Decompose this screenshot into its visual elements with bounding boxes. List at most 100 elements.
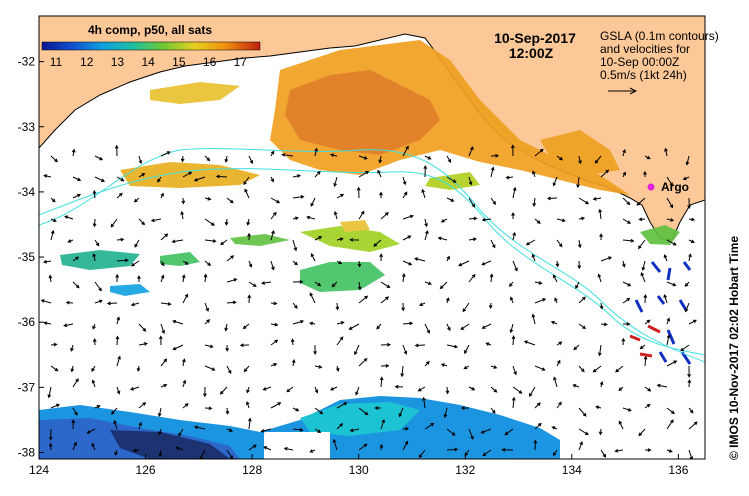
velocity-arrow bbox=[481, 217, 492, 222]
velocity-arrow bbox=[643, 294, 648, 304]
velocity-arrow bbox=[48, 274, 53, 283]
velocity-arrow bbox=[501, 447, 514, 452]
velocity-arrow bbox=[598, 208, 602, 220]
velocity-arrow bbox=[160, 192, 164, 199]
legend-line-1: GSLA (0.1m contours) bbox=[600, 29, 719, 43]
legend-line-4: 0.5m/s (1kt 24h) bbox=[600, 68, 687, 82]
velocity-arrow bbox=[488, 302, 493, 310]
velocity-arrow bbox=[578, 441, 583, 451]
velocity-arrow bbox=[614, 448, 624, 453]
velocity-arrow bbox=[512, 365, 517, 376]
velocity-arrow bbox=[160, 233, 169, 241]
velocity-arrow bbox=[246, 218, 251, 226]
velocity-arrow bbox=[578, 155, 582, 165]
velocity-arrow bbox=[270, 301, 278, 306]
argo-tracks bbox=[629, 261, 692, 365]
velocity-arrow bbox=[171, 239, 184, 244]
colorbar-tick-label: 15 bbox=[172, 55, 186, 69]
velocity-arrow bbox=[578, 216, 586, 221]
velocity-arrow bbox=[380, 363, 390, 368]
velocity-arrow bbox=[556, 359, 561, 367]
velocity-arrow bbox=[116, 386, 121, 395]
velocity-arrow bbox=[446, 176, 457, 183]
velocity-arrow bbox=[641, 260, 646, 271]
velocity-arrow bbox=[622, 218, 632, 224]
legend-line-3: 10-Sep 00:00Z bbox=[600, 55, 679, 69]
velocity-arrow bbox=[622, 260, 626, 268]
velocity-arrow bbox=[130, 302, 140, 307]
velocity-arrow bbox=[292, 302, 298, 309]
velocity-arrow bbox=[358, 210, 365, 220]
velocity-arrow bbox=[666, 449, 673, 453]
velocity-arrow bbox=[511, 396, 516, 409]
argo-label: Argo bbox=[661, 180, 689, 194]
velocity-arrow bbox=[199, 449, 206, 459]
velocity-arrow bbox=[292, 216, 299, 221]
velocity-arrow bbox=[292, 239, 298, 252]
velocity-arrow bbox=[424, 323, 430, 334]
velocity-arrow bbox=[666, 197, 674, 209]
colorbar-tick-label: 11 bbox=[50, 55, 63, 69]
velocity-arrow bbox=[511, 335, 516, 346]
velocity-arrow bbox=[335, 365, 340, 372]
velocity-arrow bbox=[534, 298, 547, 304]
velocity-arrow bbox=[688, 239, 695, 244]
velocity-arrow bbox=[116, 237, 125, 242]
velocity-arrow bbox=[270, 150, 275, 157]
velocity-arrow bbox=[531, 313, 536, 325]
velocity-arrow bbox=[281, 153, 294, 157]
velocity-arrow bbox=[687, 379, 692, 388]
velocity-arrow bbox=[160, 302, 172, 306]
velocity-arrow bbox=[91, 365, 96, 373]
velocity-arrow bbox=[599, 233, 603, 241]
velocity-arrow bbox=[688, 449, 694, 459]
velocity-arrow bbox=[292, 279, 304, 284]
velocity-arrow bbox=[446, 255, 450, 262]
colorbar-tick-label: 16 bbox=[203, 55, 217, 69]
velocity-arrow bbox=[490, 365, 498, 369]
velocity-arrow bbox=[354, 344, 360, 356]
velocity-arrow bbox=[292, 260, 298, 266]
velocity-arrow bbox=[374, 406, 382, 410]
velocity-arrow bbox=[182, 358, 186, 367]
velocity-arrow bbox=[594, 155, 602, 164]
velocity-arrow bbox=[225, 407, 230, 415]
velocity-arrow bbox=[424, 218, 428, 228]
velocity-arrow bbox=[680, 344, 690, 352]
velocity-arrow bbox=[556, 155, 564, 161]
velocity-arrow bbox=[224, 155, 229, 163]
velocity-arrow bbox=[599, 302, 604, 310]
velocity-arrow bbox=[260, 428, 272, 433]
velocity-arrow bbox=[512, 231, 516, 241]
velocity-arrow bbox=[333, 210, 338, 220]
colorbar-tick-label: 12 bbox=[80, 55, 94, 69]
velocity-arrow bbox=[248, 444, 257, 451]
velocity-arrow bbox=[72, 441, 77, 451]
velocity-arrow bbox=[310, 253, 316, 262]
velocity-arrow bbox=[462, 302, 470, 313]
velocity-arrow bbox=[309, 321, 316, 326]
velocity-arrow bbox=[292, 428, 304, 432]
velocity-arrow bbox=[244, 188, 250, 199]
velocity-arrow bbox=[71, 148, 76, 157]
velocity-arrow bbox=[531, 253, 536, 262]
velocity-arrow bbox=[94, 155, 104, 161]
velocity-arrow bbox=[512, 260, 518, 272]
velocity-arrow bbox=[157, 407, 162, 418]
velocity-arrow bbox=[349, 428, 360, 433]
velocity-arrow bbox=[534, 218, 541, 224]
velocity-arrow bbox=[358, 155, 368, 160]
velocity-arrow bbox=[160, 260, 165, 267]
velocity-arrow bbox=[356, 186, 361, 199]
velocity-arrow bbox=[534, 281, 543, 285]
velocity-arrow bbox=[439, 281, 448, 290]
x-tick-label: 136 bbox=[668, 463, 688, 477]
velocity-arrow bbox=[688, 217, 696, 222]
velocity-arrow bbox=[446, 155, 451, 163]
velocity-arrow bbox=[292, 174, 302, 178]
map-date: 10-Sep-2017 bbox=[494, 30, 576, 46]
velocity-arrow bbox=[70, 365, 75, 373]
velocity-arrow bbox=[533, 439, 538, 451]
velocity-arrow bbox=[138, 421, 143, 430]
velocity-arrow bbox=[204, 155, 211, 162]
